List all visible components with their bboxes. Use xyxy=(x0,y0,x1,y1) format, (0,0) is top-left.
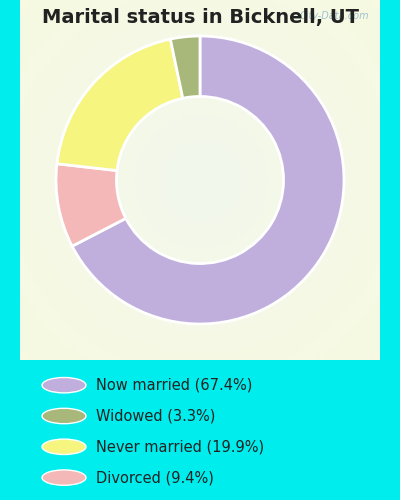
Circle shape xyxy=(42,408,86,424)
Wedge shape xyxy=(170,36,200,98)
Text: Now married (67.4%): Now married (67.4%) xyxy=(96,378,252,392)
Wedge shape xyxy=(57,39,183,170)
Circle shape xyxy=(42,378,86,393)
Circle shape xyxy=(42,470,86,486)
Wedge shape xyxy=(56,164,126,246)
Text: Divorced (9.4%): Divorced (9.4%) xyxy=(96,470,214,485)
Text: City-Data.com: City-Data.com xyxy=(300,11,369,21)
Text: Marital status in Bicknell, UT: Marital status in Bicknell, UT xyxy=(42,8,358,26)
Text: Never married (19.9%): Never married (19.9%) xyxy=(96,440,264,454)
Text: Widowed (3.3%): Widowed (3.3%) xyxy=(96,408,215,424)
Wedge shape xyxy=(72,36,344,324)
Circle shape xyxy=(42,439,86,454)
